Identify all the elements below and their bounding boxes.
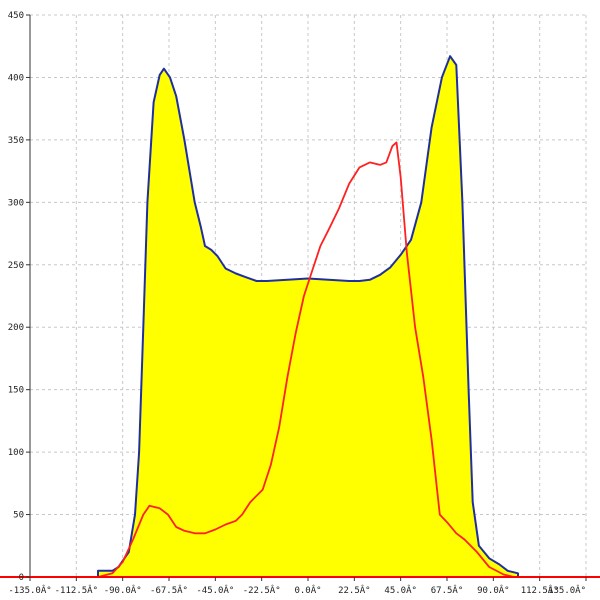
curve <box>97 141 515 578</box>
x-tick-label: 135.0Â° <box>548 584 586 596</box>
x-tick-label: 45.0Â° <box>384 584 417 596</box>
x-tick-label: -90.0Â° <box>104 584 142 596</box>
x-tick-label: 67.5Â° <box>431 584 464 596</box>
y-tick-label: 400 <box>8 73 24 83</box>
x-tick-label: -135.0Â° <box>8 584 51 596</box>
y-tick-label: 450 <box>8 11 24 21</box>
x-tick-label: -67.5Â° <box>150 584 188 596</box>
series-area-outline <box>97 55 519 577</box>
y-tick-label: 0 <box>19 573 24 583</box>
x-tick-label: 90.0Â° <box>477 584 510 596</box>
x-tick-label: 0.0Â° <box>294 584 321 596</box>
y-tick-label: 350 <box>8 136 24 146</box>
y-tick-label: 250 <box>8 261 24 271</box>
y-tick-label: 150 <box>8 386 24 396</box>
y-tick-label: 200 <box>8 323 24 333</box>
x-tick-label: -22.5Â° <box>243 584 281 596</box>
x-tick-label: 22.5Â° <box>338 584 371 596</box>
x-tick-label: 112.5Â° <box>521 584 559 596</box>
series-area-fill <box>98 56 518 577</box>
y-tick-label: 100 <box>8 448 24 458</box>
tick-labels: 0 50 100 150 200 250 300 350 400 450 -135.0Â° -112.… <box>8 11 586 596</box>
y-tick-label: 300 <box>8 198 24 208</box>
axes <box>0 14 600 581</box>
fill-area <box>97 55 519 577</box>
y-tick-label: 50 <box>13 511 24 521</box>
series-line <box>97 141 515 578</box>
x-tick-label: -45.0Â° <box>196 584 234 596</box>
x-tick-label: -112.5Â° <box>55 584 98 596</box>
